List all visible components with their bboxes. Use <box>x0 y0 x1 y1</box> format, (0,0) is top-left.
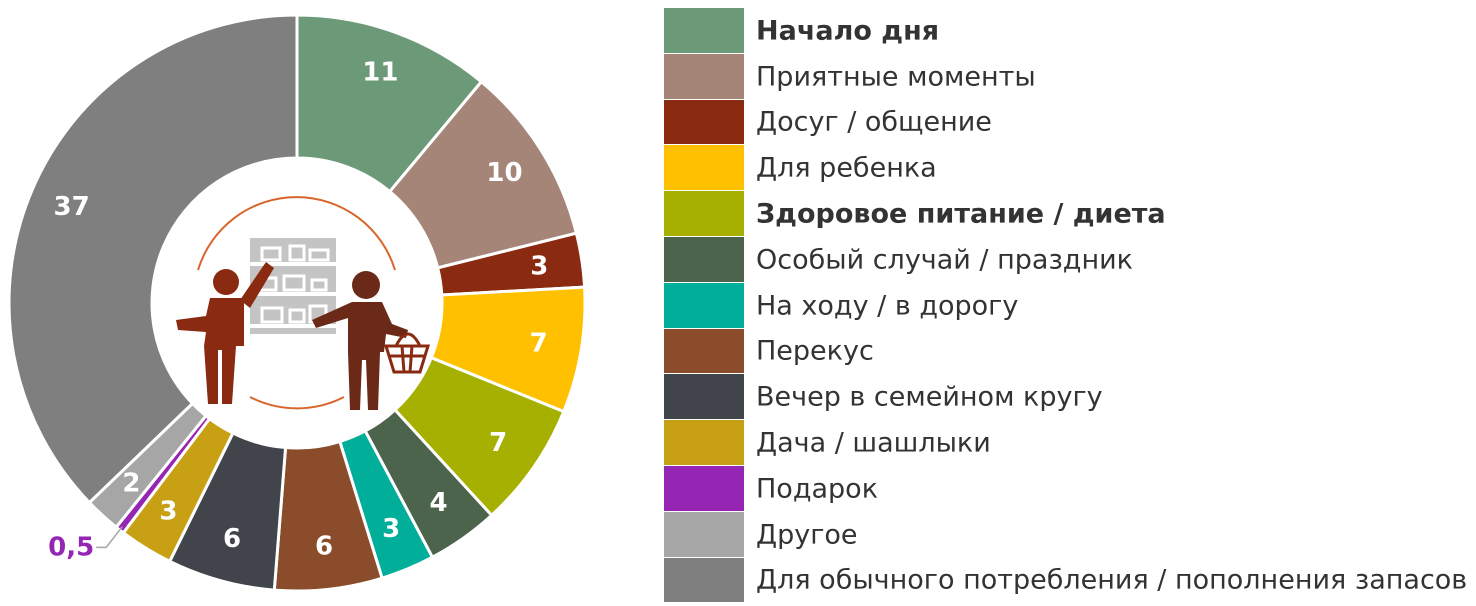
slice-label-12: 2 <box>122 469 140 499</box>
slice-label-8: 6 <box>315 532 333 562</box>
legend-swatch <box>664 420 744 465</box>
slice-label-7: 3 <box>382 514 400 544</box>
legend-swatch <box>664 465 744 511</box>
legend-item-2: Приятные моменты <box>664 53 1476 100</box>
legend-item-8: Перекус <box>664 328 1476 375</box>
legend-label: Дача / шашлыки <box>756 427 991 459</box>
legend-swatch <box>664 8 744 53</box>
legend-label: Подарок <box>756 473 879 505</box>
legend-label: Особый случай / праздник <box>756 244 1133 276</box>
legend-swatch <box>664 53 744 99</box>
slice-label-11: 0,5 <box>48 532 94 562</box>
legend-label: Перекус <box>756 335 874 367</box>
legend-swatch <box>664 511 744 557</box>
slice-label-1: 11 <box>362 58 398 88</box>
slice-label-5: 7 <box>489 428 507 458</box>
legend-item-6: Особый случай / праздник <box>664 236 1476 283</box>
legend-item-3: Досуг / общение <box>664 99 1476 146</box>
legend-label: На ходу / в дорогу <box>756 290 1019 322</box>
slice-label-13: 37 <box>53 192 89 222</box>
chart-legend: Начало дня Приятные моменты Досуг / общени… <box>664 8 1476 603</box>
legend-swatch <box>664 557 744 603</box>
legend-item-13: Для обычного потребления / пополнения за… <box>664 557 1476 604</box>
slice-label-9: 6 <box>223 524 241 554</box>
slice-label-4: 7 <box>530 328 548 358</box>
slice-label-3: 3 <box>530 251 548 281</box>
legend-label: Досуг / общение <box>756 106 992 138</box>
legend-item-1: Начало дня <box>664 8 1476 54</box>
shoppers-at-shelf-icon <box>152 158 442 448</box>
legend-label: Другое <box>756 519 858 551</box>
legend-item-12: Другое <box>664 511 1476 558</box>
legend-label: Вечер в семейном кругу <box>756 381 1103 413</box>
legend-label: Для ребенка <box>756 152 937 184</box>
legend-item-7: На ходу / в дорогу <box>664 282 1476 329</box>
slice-label-6: 4 <box>429 488 447 518</box>
legend-swatch <box>664 328 744 374</box>
legend-label: Для обычного потребления / пополнения за… <box>756 564 1468 596</box>
legend-swatch <box>664 282 744 328</box>
legend-item-5: Здоровое питание / диета <box>664 191 1476 237</box>
legend-item-9: Вечер в семейном кругу <box>664 374 1476 420</box>
legend-item-11: Подарок <box>664 465 1476 512</box>
legend-item-10: Дача / шашлыки <box>664 420 1476 466</box>
legend-swatch <box>664 236 744 282</box>
legend-swatch <box>664 191 744 236</box>
legend-item-4: Для ребенка <box>664 145 1476 191</box>
legend-label: Приятные моменты <box>756 61 1036 93</box>
slice-label-2: 10 <box>486 158 522 188</box>
legend-swatch <box>664 374 744 420</box>
legend-swatch <box>664 99 744 145</box>
callout-line <box>96 526 123 549</box>
slice-label-10: 3 <box>159 497 177 527</box>
legend-swatch <box>664 145 744 191</box>
legend-label: Начало дня <box>756 15 940 47</box>
chart-callouts: 0,5 <box>48 526 123 562</box>
legend-label: Здоровое питание / диета <box>756 198 1166 230</box>
